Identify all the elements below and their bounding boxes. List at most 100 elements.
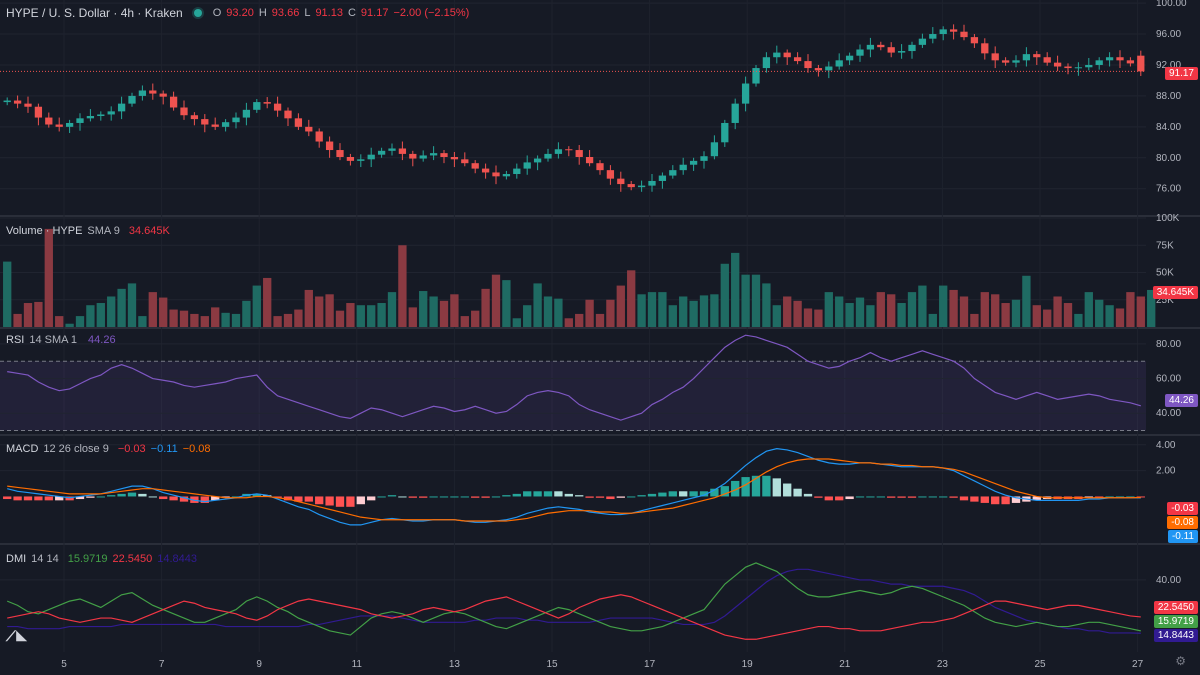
volume-bar <box>939 285 948 327</box>
candle-body <box>658 175 667 181</box>
volume-bar <box>887 294 896 327</box>
volume-bar <box>65 323 74 327</box>
candle-body <box>856 49 864 56</box>
candle-body <box>866 44 875 50</box>
dmi-params: 14 14 <box>31 553 59 565</box>
volume-bar <box>803 308 813 327</box>
price-tag: 91.17 <box>1164 67 1198 80</box>
macd-histogram-bar <box>294 496 303 502</box>
volume-bar <box>1032 305 1041 327</box>
macd-histogram-bar <box>491 496 501 498</box>
volume-bar <box>211 307 220 327</box>
volume-tick-label: 100K <box>1156 213 1180 224</box>
candle-body <box>908 44 916 52</box>
volume-bar <box>907 292 917 327</box>
macd-histogram-bar <box>346 496 355 507</box>
volume-bar <box>429 296 438 327</box>
macd-histogram-bar <box>387 495 397 497</box>
rsi-line <box>7 334 1141 421</box>
candle-body <box>24 103 32 107</box>
macd-line-tag: -0.11 <box>1167 530 1198 543</box>
macd-title: MACD <box>6 443 39 455</box>
candle-body <box>242 109 251 118</box>
macd-histogram-bar <box>866 496 875 498</box>
macd-histogram-bar <box>585 496 594 498</box>
macd-histogram-bar <box>252 493 261 497</box>
volume-bar <box>866 305 875 327</box>
symbol-header: HYPE / U. S. Dollar · 4h · Kraken O 93.20… <box>6 6 469 20</box>
candle-body <box>325 141 334 151</box>
candle-body <box>336 150 344 157</box>
macd-histogram-bar <box>179 496 189 502</box>
candle-body <box>721 122 729 143</box>
macd-signal-tag: -0.08 <box>1167 516 1198 529</box>
candle-body <box>1033 54 1041 58</box>
dmi-plus-tag: 15.9719 <box>1153 615 1198 628</box>
volume-sma-label: SMA 9 <box>87 225 120 237</box>
macd-histogram-bar <box>1011 496 1021 503</box>
macd-histogram-bar <box>523 491 532 497</box>
dmi-adx-tag: 14.8443 <box>1153 629 1198 642</box>
macd-histogram-bar <box>1095 496 1104 498</box>
macd-histogram-bar <box>814 496 823 498</box>
candle-body <box>1053 62 1062 67</box>
macd-signal-value: −0.08 <box>182 443 211 455</box>
volume-bar <box>481 288 490 327</box>
volume-bar <box>523 305 532 327</box>
volume-bar <box>731 252 740 327</box>
volume-bar <box>835 296 844 327</box>
macd-legend[interactable]: MACD 12 26 close 9 −0.03 −0.11 −0.08 <box>6 443 211 455</box>
macd-histogram-bar <box>855 496 865 498</box>
candle-body <box>825 66 833 71</box>
macd-histogram-bar <box>835 496 844 501</box>
rsi-legend[interactable]: RSI 14 SMA 1 44.26 <box>6 334 116 346</box>
candle-body <box>97 114 105 117</box>
volume-bar <box>1126 292 1135 327</box>
candle-body <box>783 52 791 58</box>
volume-legend[interactable]: Volume · HYPE SMA 9 34.645K <box>6 225 170 237</box>
rsi-tag: 44.26 <box>1164 394 1198 407</box>
volume-bar <box>1147 289 1156 327</box>
volume-bar <box>772 305 781 327</box>
macd-histogram-bar <box>481 496 490 498</box>
macd-histogram-bar <box>803 493 813 497</box>
candle-body <box>731 103 739 123</box>
volume-bar <box>75 316 85 327</box>
symbol-title[interactable]: HYPE / U. S. Dollar · 4h · Kraken <box>6 6 183 20</box>
volume-bar <box>627 270 636 327</box>
volume-bar <box>606 299 615 327</box>
dmi-legend[interactable]: DMI 14 14 15.9719 22.5450 14.8443 <box>6 553 197 565</box>
candle-body <box>1074 67 1083 69</box>
candle-body <box>471 163 479 169</box>
volume-tick-label: 75K <box>1156 240 1174 251</box>
rsi-tick-label: 40.00 <box>1156 408 1181 419</box>
candle-body <box>981 43 989 54</box>
volume-bar <box>107 296 116 327</box>
volume-bar <box>190 313 199 327</box>
dmi-title: DMI <box>6 553 27 565</box>
rsi-band <box>0 361 1146 431</box>
macd-histogram-bar <box>450 496 459 498</box>
volume-bar <box>1105 305 1114 327</box>
volume-bar <box>575 313 584 327</box>
macd-histogram-bar <box>75 496 85 500</box>
tradingview-logo-icon[interactable]: ⟋◣ <box>6 628 27 644</box>
candle-body <box>773 52 781 58</box>
volume-bar <box>512 318 521 327</box>
macd-histogram-bar <box>783 483 792 497</box>
candle-body <box>960 31 968 38</box>
time-tick-label: 21 <box>839 659 851 670</box>
candle-body <box>34 106 43 118</box>
settings-gear-icon[interactable]: ⚙ <box>1175 654 1186 668</box>
candle-body <box>1126 60 1135 64</box>
volume-bar <box>741 274 750 327</box>
volume-bar <box>179 310 189 327</box>
candle-body <box>159 93 167 97</box>
macd-histogram-bar <box>86 496 95 498</box>
candle-body <box>284 110 292 119</box>
macd-histogram-bar <box>970 496 979 502</box>
volume-bar <box>398 245 407 327</box>
macd-histogram-bar <box>273 496 282 498</box>
candle-body <box>637 185 646 188</box>
